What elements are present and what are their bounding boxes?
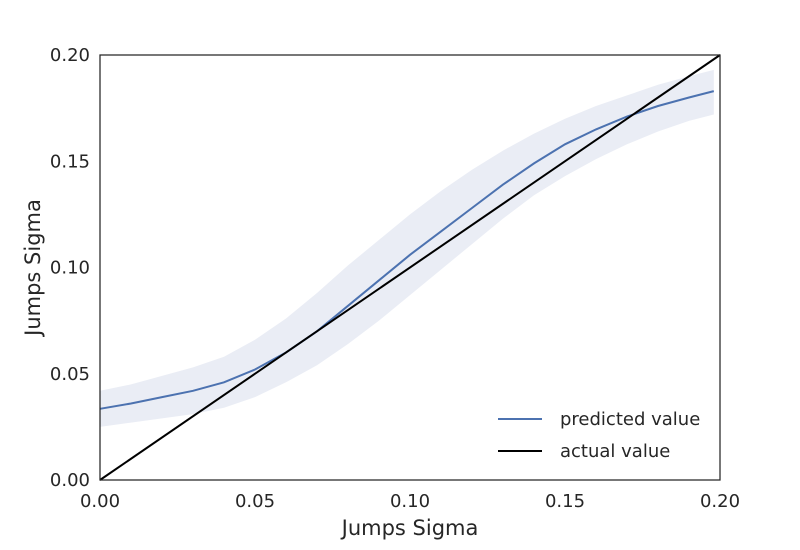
y-tick-label: 0.20 <box>50 45 90 66</box>
confidence-band-layer <box>100 69 714 427</box>
legend: predicted value actual value <box>498 409 700 462</box>
x-tick-label: 0.00 <box>80 491 120 512</box>
series-lines-layer <box>99 54 721 481</box>
x-tick-label: 0.15 <box>545 491 585 512</box>
y-tick-label: 0.15 <box>50 151 90 172</box>
x-axis-label: Jumps Sigma <box>340 516 479 540</box>
legend-label-predicted-value: predicted value <box>560 409 700 430</box>
y-tick-label: 0.10 <box>50 258 90 279</box>
x-axis-ticks: 0.00 0.05 0.10 0.15 0.20 <box>80 491 740 512</box>
y-axis-ticks: 0.00 0.05 0.10 0.15 0.20 <box>50 45 90 491</box>
series-line-actual-value <box>99 54 721 481</box>
y-tick-label: 0.00 <box>50 470 90 491</box>
y-axis-label: Jumps Sigma <box>21 199 45 338</box>
predicted-value-confidence-band <box>100 69 714 427</box>
x-tick-label: 0.20 <box>700 491 740 512</box>
plot-frame <box>99 54 721 481</box>
y-tick-label: 0.05 <box>50 364 90 385</box>
x-tick-label: 0.10 <box>390 491 430 512</box>
x-tick-label: 0.05 <box>235 491 275 512</box>
series-line-predicted-value <box>99 90 715 410</box>
legend-label-actual-value: actual value <box>560 441 670 462</box>
